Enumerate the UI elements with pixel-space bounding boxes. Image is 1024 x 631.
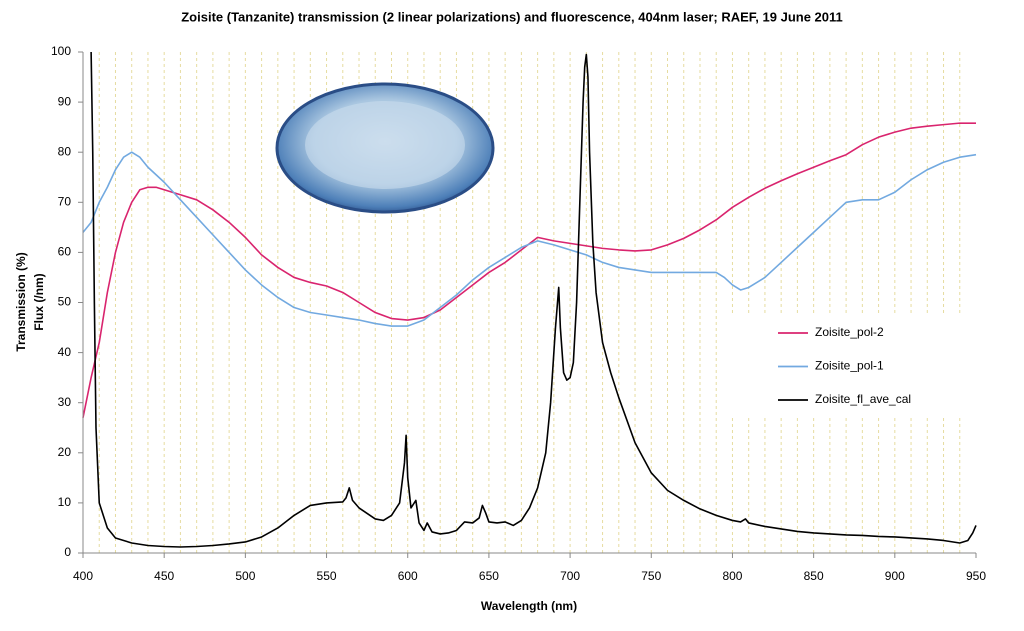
chart-title: Zoisite (Tanzanite) transmission (2 line… [181,9,843,24]
legend-label: Zoisite_pol-1 [815,359,884,373]
x-tick-label: 750 [641,569,661,583]
x-tick-label: 600 [398,569,418,583]
y-tick-label: 40 [58,345,72,359]
x-tick-label: 650 [479,569,499,583]
y-axis-title: Transmission (%) [14,252,28,351]
x-tick-label: 400 [73,569,93,583]
y-tick-label: 0 [64,545,71,559]
x-tick-label: 450 [154,569,174,583]
legend: Zoisite_pol-2 Zoisite_pol-1 Zoisite_fl_ave… [778,325,911,406]
legend-label: Zoisite_pol-2 [815,325,884,339]
y-tick-label: 90 [58,94,72,108]
legend-box [730,315,976,415]
legend-label: Zoisite_fl_ave_cal [815,392,911,406]
x-tick-label: 900 [885,569,905,583]
y-tick-label: 100 [51,44,71,58]
x-tick-label: 850 [804,569,824,583]
gem-facet [305,101,465,189]
x-tick-label: 550 [317,569,337,583]
plot [82,51,977,548]
y-tick-label: 70 [58,194,72,208]
x-tick-label: 800 [722,569,742,583]
y-tick-label: 10 [58,495,72,509]
x-tick-label: 950 [966,569,986,583]
y-tick-label: 60 [58,245,72,259]
x-tick-label: 500 [235,569,255,583]
y-axis-title: Flux (/nm) [32,273,46,330]
series-line [90,51,977,548]
x-tick-label: 700 [560,569,580,583]
y-tick-label: 50 [58,295,72,309]
x-axis-title: Wavelength (nm) [481,599,577,613]
y-tick-label: 30 [58,395,72,409]
series-line [82,151,977,327]
series-line [82,122,976,418]
y-tick-label: 20 [58,445,72,459]
y-tick-label: 80 [58,144,72,158]
